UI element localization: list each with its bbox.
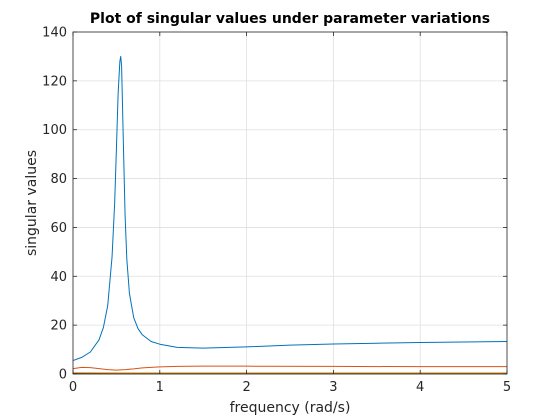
x-tick-label: 2 — [242, 380, 250, 395]
x-tick-label: 0 — [69, 380, 77, 395]
x-tick-label: 4 — [416, 380, 424, 395]
y-axis-label: singular values — [24, 150, 40, 256]
chart-title: Plot of singular values under parameter … — [90, 11, 490, 27]
y-tick-label: 0 — [59, 368, 67, 383]
x-tick-label: 1 — [156, 380, 164, 395]
y-tick-label: 60 — [50, 221, 67, 236]
y-tick-label: 100 — [42, 123, 67, 138]
axes-background — [73, 32, 507, 374]
y-tick-label: 80 — [50, 172, 67, 187]
x-axis-label: frequency (rad/s) — [230, 400, 351, 416]
y-tick-label: 140 — [42, 26, 67, 41]
y-tick-label: 40 — [50, 270, 67, 285]
y-tick-label: 120 — [42, 74, 67, 89]
x-tick-label: 5 — [503, 380, 511, 395]
y-tick-label: 20 — [50, 319, 67, 334]
x-tick-label: 3 — [329, 380, 337, 395]
